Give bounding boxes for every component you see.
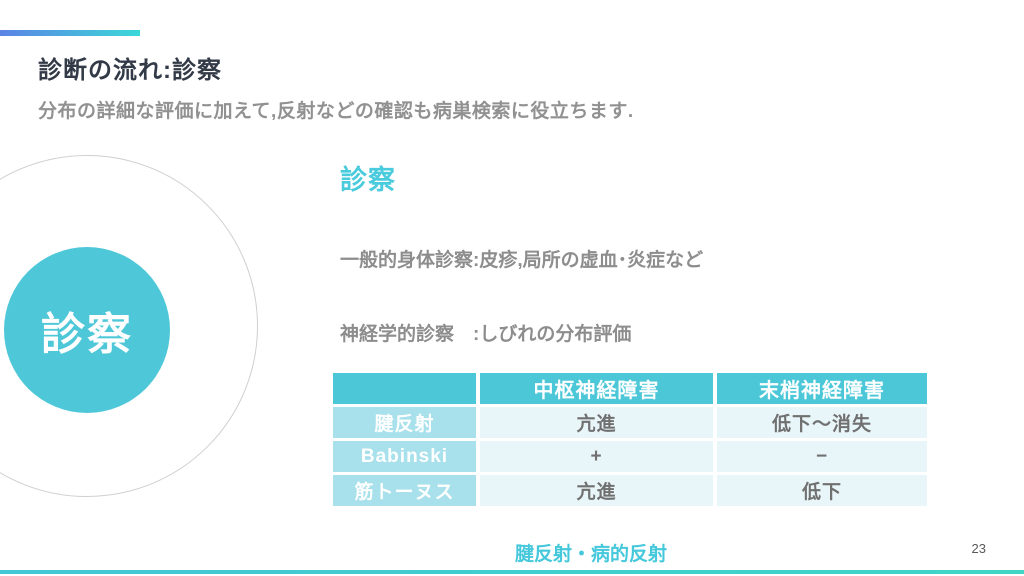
table-header-peripheral: 末梢神経障害 [717,373,927,404]
exam-line-neurological: 神経学的診察 :しびれの分布評価 [340,323,632,345]
slide-subtitle: 分布の詳細な評価に加えて,反射などの確認も病巣検索に役立ちます. [38,101,634,122]
table-cell-babinski-central: + [480,441,713,472]
top-accent-bar [0,30,140,36]
table-row-label-muscle-tonus: 筋トーヌス [333,475,476,506]
table-row-label-tendon-reflex: 腱反射 [333,407,476,438]
reflex-comparison-table: 中枢神経障害 末梢神経障害 腱反射 亢進 低下〜消失 Babinski + − … [333,373,927,506]
table-cell-tonus-central: 亢進 [480,475,713,506]
exam-line-general-physical: 一般的身体診察:皮疹,局所の虚血･炎症など [340,250,704,271]
exam-section-heading: 診察 [340,165,396,195]
table-header-central: 中枢神経障害 [480,373,713,404]
table-cell-tonus-peripheral: 低下 [717,475,927,506]
exam-line-reflexes: 腱反射・病的反射 [515,544,668,565]
table-cell-babinski-peripheral: − [717,441,927,472]
table-cell-tendon-peripheral: 低下〜消失 [717,407,927,438]
exam-step-circle: 診察 [4,247,170,413]
table-row-label-babinski: Babinski [333,441,476,472]
page-number: 23 [971,541,986,556]
exam-step-circle-label: 診察 [41,310,133,359]
table-header-corner [333,373,476,404]
slide-title: 診断の流れ:診察 [38,57,222,84]
bottom-accent-bar [0,570,1024,574]
table-cell-tendon-central: 亢進 [480,407,713,438]
